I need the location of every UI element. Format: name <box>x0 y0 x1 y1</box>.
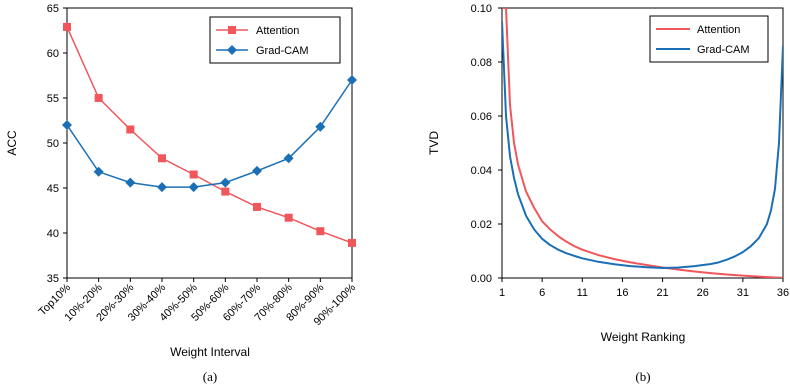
chart-a-point-grad-cam <box>93 166 104 177</box>
chart-b-x-tick-label: 36 <box>777 287 789 299</box>
chart-a-point-grad-cam <box>347 75 357 85</box>
chart-b-x-tick-label: 11 <box>577 287 588 299</box>
chart-b-series-attention-line <box>502 8 783 278</box>
chart-b-y-tick-label: 0.06 <box>471 111 492 123</box>
chart-a-point-grad-cam <box>283 153 294 164</box>
chart-a-legend-gradcam-label: Grad-CAM <box>256 45 309 57</box>
chart-a-point-attention <box>158 154 166 163</box>
chart-b: 0.000.020.040.060.080.10 1 6 11 16 21 26 31 36 … <box>427 3 789 384</box>
chart-b-legend: Attention Grad-CAM <box>649 15 769 63</box>
chart-b-plot-area <box>501 7 784 279</box>
chart-a-point-grad-cam <box>220 177 231 188</box>
chart-b-y-tick-label: 0.10 <box>471 3 492 15</box>
chart-a-y-tick-label: 45 <box>47 183 59 195</box>
chart-b-x-tick-label: 21 <box>656 287 668 299</box>
chart-b-y-tick-label: 0.02 <box>471 219 492 231</box>
chart-a-point-attention <box>221 187 230 196</box>
chart-b-legend-gradcam-label: Grad-CAM <box>697 44 750 56</box>
chart-a-point-attention <box>189 170 198 179</box>
chart-a-point-attention <box>63 22 71 31</box>
chart-b-x-tick-label: 6 <box>539 287 545 299</box>
chart-a-point-grad-cam <box>315 121 326 132</box>
chart-a-point-attention <box>253 202 261 211</box>
chart-b-x-tick-label: 26 <box>697 287 709 299</box>
chart-a-series-attention-line <box>66 26 353 244</box>
chart-b-x-tick-label: 31 <box>737 287 749 299</box>
chart-a-point-attention <box>284 213 293 222</box>
chart-a-point-grad-cam <box>157 182 167 193</box>
chart-a-point-attention <box>348 238 356 247</box>
chart-a-legend-box <box>209 16 341 64</box>
chart-b-series-grad-cam-line <box>502 21 783 270</box>
chart-a-y-axis-title: ACC <box>5 130 19 156</box>
chart-a-point-grad-cam <box>188 182 199 193</box>
chart-a-point-grad-cam <box>62 120 72 130</box>
chart-b-caption: (b) <box>635 369 650 384</box>
chart-a-point-attention <box>94 94 103 102</box>
chart-a-point-attention <box>316 227 325 236</box>
chart-a-legend-attention-marker <box>228 26 236 34</box>
chart-a-legend-gradcam-marker <box>227 45 237 55</box>
chart-a-point-grad-cam <box>252 165 262 176</box>
chart-a-y-tick-label: 35 <box>47 273 59 285</box>
chart-a-x-axis-title: Weight Interval <box>170 345 250 359</box>
chart-a-legend: Attention Grad-CAM <box>209 16 341 64</box>
chart-a-y-tick-label: 40 <box>47 228 59 240</box>
chart-b-legend-attention-label: Attention <box>697 24 740 36</box>
chart-b-x-tick-label: 1 <box>499 287 505 299</box>
chart-b-x-axis-title: Weight Ranking <box>601 330 686 344</box>
chart-a-point-grad-cam <box>125 177 136 188</box>
chart-a-y-tick-label: 65 <box>47 3 59 15</box>
chart-b-y-tick-label: 0.00 <box>471 273 492 285</box>
chart-a-legend-attention-label: Attention <box>256 25 299 37</box>
chart-b-legend-box <box>649 15 769 63</box>
chart-a-caption: (a) <box>203 369 217 384</box>
chart-a-y-tick-label: 55 <box>47 93 59 105</box>
chart-a-series-grad-cam-line <box>66 79 353 188</box>
chart-a-y-tick-label: 50 <box>47 138 59 150</box>
chart-a-point-attention <box>126 125 135 134</box>
chart-b-x-tick-label: 16 <box>616 287 628 299</box>
chart-b-y-tick-label: 0.08 <box>471 57 492 69</box>
chart-a-y-tick-label: 60 <box>47 48 59 60</box>
chart-b-y-axis-title: TVD <box>427 131 441 155</box>
chart-b-y-tick-label: 0.04 <box>471 165 492 177</box>
